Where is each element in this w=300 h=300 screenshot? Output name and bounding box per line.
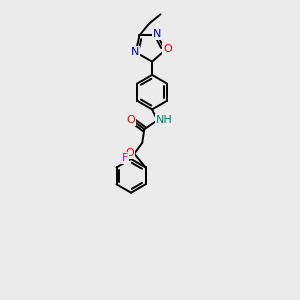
Text: F: F bbox=[122, 153, 128, 163]
Text: NH: NH bbox=[156, 115, 172, 125]
Text: O: O bbox=[127, 115, 135, 125]
Text: O: O bbox=[163, 44, 172, 54]
Text: N: N bbox=[130, 47, 139, 57]
Text: N: N bbox=[153, 29, 161, 39]
Text: O: O bbox=[125, 148, 134, 158]
